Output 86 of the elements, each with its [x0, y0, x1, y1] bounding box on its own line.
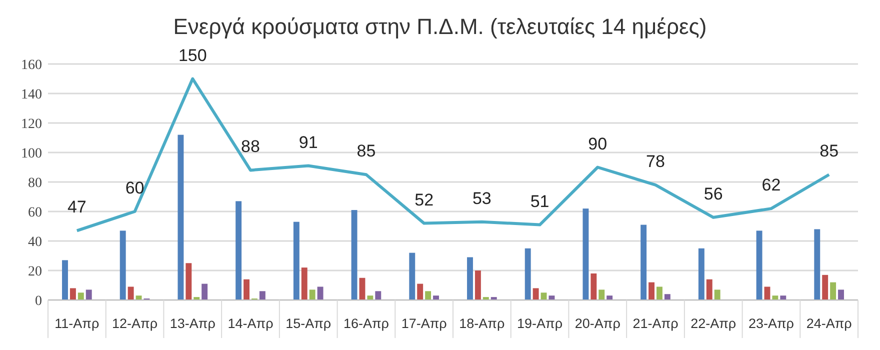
bar — [780, 296, 786, 300]
bar — [764, 286, 770, 300]
bar — [772, 296, 778, 300]
bar — [838, 290, 844, 300]
y-tick-label: 20 — [28, 264, 42, 280]
x-tick-label: 23-Απρ — [748, 316, 794, 331]
bar — [409, 252, 416, 300]
bar — [756, 230, 762, 300]
x-tick-label: 18-Απρ — [459, 316, 505, 331]
y-tick-label: 0 — [35, 294, 42, 309]
x-tick-label: 11-Απρ — [54, 316, 100, 331]
bar — [433, 296, 439, 300]
x-tick-label: 17-Απρ — [401, 316, 448, 331]
bar — [640, 224, 647, 300]
x-tick-label: 24-Απρ — [806, 316, 852, 331]
bar — [830, 282, 836, 300]
bar — [474, 270, 481, 300]
bar — [78, 292, 84, 300]
data-label: 52 — [414, 190, 434, 210]
data-label: 53 — [472, 188, 492, 208]
x-tick-label: 16-Απρ — [343, 316, 390, 331]
x-tick-label: 13-Απρ — [170, 316, 216, 331]
bar — [301, 268, 308, 300]
bar — [375, 291, 382, 300]
bar — [70, 288, 76, 300]
bar — [664, 294, 670, 300]
bar — [178, 134, 184, 300]
bar — [293, 222, 300, 300]
bar — [822, 274, 828, 300]
data-label: 90 — [588, 134, 608, 154]
y-tick-label: 140 — [21, 87, 42, 102]
x-tick-label: 21-Απρ — [632, 316, 679, 331]
data-label: 150 — [178, 46, 207, 65]
bar — [244, 279, 250, 300]
bar — [590, 273, 597, 300]
bar — [425, 291, 432, 300]
bar — [648, 282, 654, 300]
bar — [351, 210, 358, 300]
bar — [62, 260, 68, 300]
x-tick-label: 22-Απρ — [690, 316, 736, 331]
bar — [706, 279, 712, 300]
data-label: 62 — [762, 176, 781, 195]
x-tick-label: 15-Απρ — [286, 316, 332, 331]
y-tick-label: 60 — [28, 205, 42, 220]
x-tick-label: 19-Απρ — [517, 316, 563, 331]
x-tick-label: 14-Απρ — [228, 316, 274, 331]
data-label: 56 — [704, 184, 723, 204]
bar — [186, 263, 192, 300]
bar — [120, 230, 126, 300]
data-label: 85 — [356, 142, 376, 161]
y-tick-label: 40 — [28, 234, 42, 250]
data-label: 88 — [241, 137, 260, 156]
x-tick-label: 20-Απρ — [574, 316, 621, 331]
bar — [359, 278, 366, 300]
bar — [598, 290, 605, 300]
bar — [814, 229, 820, 300]
bar — [309, 290, 316, 300]
bar — [606, 296, 613, 300]
bar — [367, 296, 374, 300]
bar — [128, 286, 134, 300]
data-label: 85 — [820, 142, 839, 161]
data-label: 78 — [646, 152, 665, 171]
data-label: 47 — [67, 198, 86, 217]
bar — [532, 288, 539, 300]
y-tick-label: 120 — [21, 116, 42, 132]
bar — [317, 286, 324, 300]
x-tick-label: 12-Απρ — [112, 316, 158, 331]
bar — [582, 208, 589, 300]
data-label: 91 — [298, 132, 318, 152]
bar — [417, 284, 424, 300]
y-tick-label: 100 — [21, 146, 42, 162]
bar — [259, 291, 266, 300]
bar — [698, 248, 704, 300]
chart-title: Ενεργά κρούσματα στην Π.Δ.Μ. (τελευταίες 14 ημέρες) — [173, 14, 707, 39]
bar — [467, 257, 473, 300]
bar — [524, 248, 531, 300]
bar — [714, 290, 720, 300]
bar — [202, 284, 208, 300]
bar — [656, 286, 662, 300]
bar — [86, 290, 92, 300]
y-tick-label: 160 — [21, 58, 42, 73]
y-tick-label: 80 — [28, 176, 42, 191]
bar — [236, 201, 242, 300]
data-label: 60 — [125, 178, 144, 198]
bar — [548, 296, 555, 300]
data-label: 51 — [530, 192, 550, 211]
